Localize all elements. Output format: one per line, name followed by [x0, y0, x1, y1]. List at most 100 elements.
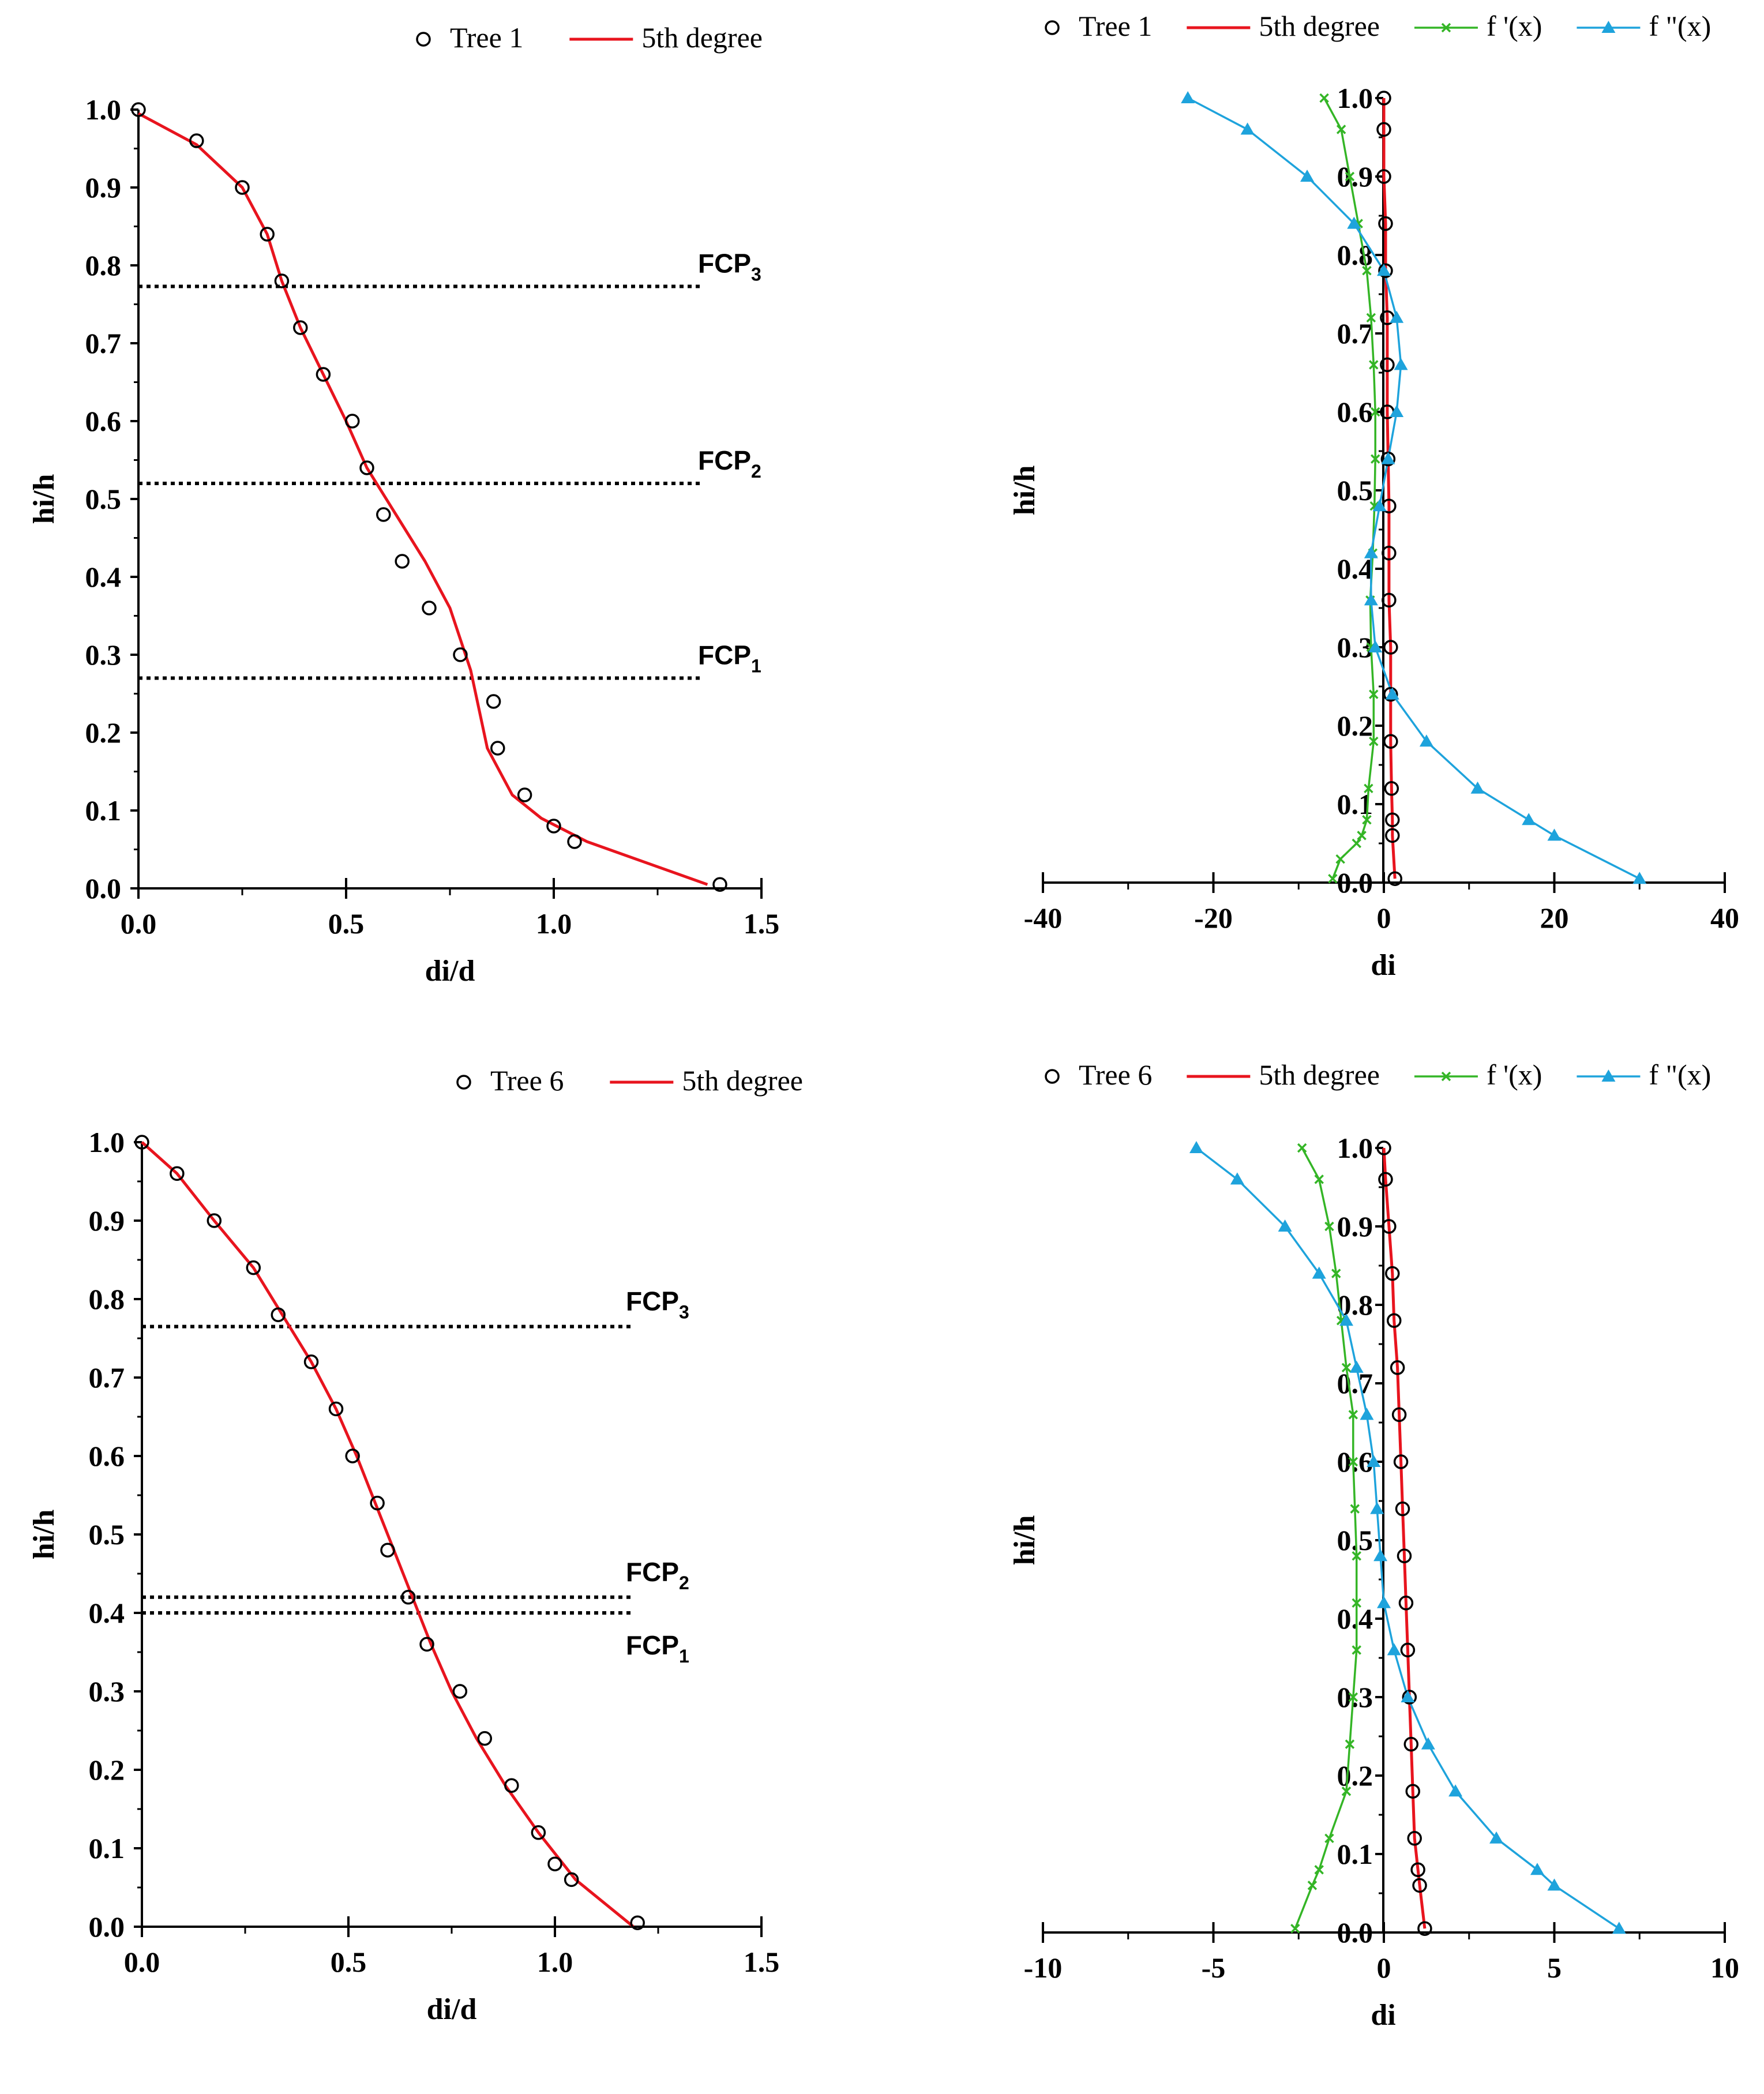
data-point	[419, 1637, 434, 1652]
y-tick-label: 0.9	[85, 171, 122, 204]
series-line-tri-marker	[1195, 1147, 1620, 1930]
y-tick-label: 0.3	[1337, 631, 1373, 663]
x-tick-label: 0	[1377, 1952, 1391, 1984]
data-point	[1367, 1455, 1381, 1467]
x-tick-label: 1.0	[537, 1946, 573, 1978]
data-point	[1407, 1831, 1422, 1846]
legend-entry: 5th degree	[569, 21, 763, 54]
y-tick-label: 0.2	[85, 716, 122, 749]
data-point	[1364, 593, 1378, 606]
legend-entry: Tree 1	[416, 21, 523, 54]
legend-label: Tree 6	[490, 1064, 564, 1097]
x-tick-label: 0.5	[328, 907, 365, 940]
data-point	[1385, 1266, 1400, 1281]
y-tick-label: 0.2	[89, 1754, 125, 1786]
data-point	[1377, 1596, 1391, 1608]
y-axis-label: hi/h	[1008, 466, 1041, 516]
x-tick-label: 20	[1540, 902, 1569, 934]
y-tick-label: 0.7	[1337, 317, 1373, 350]
data-point	[1376, 122, 1391, 137]
fcp-label: FCP2	[698, 445, 761, 482]
data-point	[293, 320, 308, 335]
y-tick-label: 0.1	[85, 794, 122, 827]
series-line-line	[1382, 1147, 1427, 1929]
data-point	[422, 601, 437, 616]
fcp-label: FCP1	[626, 1630, 689, 1667]
data-point	[401, 1590, 416, 1605]
legend-marker	[1441, 1071, 1451, 1082]
series-line-line	[137, 112, 708, 886]
fcp-label: FCP1	[698, 640, 761, 677]
y-tick-label: 1.0	[85, 93, 122, 126]
legend-entry: 5th degree	[610, 1064, 803, 1097]
fcp-label: FCP3	[698, 248, 761, 284]
data-point	[1314, 1864, 1324, 1875]
x-axis-label: di/d	[425, 955, 475, 988]
data-point	[1348, 1410, 1358, 1420]
legend-marker	[456, 1075, 471, 1090]
legend-entry: f "(x)	[1577, 1059, 1711, 1091]
legend-label: Tree 1	[1079, 10, 1152, 42]
legend-entry: Tree 6	[1045, 1059, 1152, 1091]
legend-label: 5th degree	[1259, 1059, 1380, 1091]
data-point	[1357, 831, 1367, 840]
data-point	[1377, 264, 1391, 276]
legend-marker	[1045, 20, 1060, 35]
y-tick-label: 0.7	[89, 1361, 125, 1394]
data-point	[1240, 122, 1255, 135]
data-point	[1384, 781, 1399, 796]
y-tick-label: 0.1	[89, 1832, 125, 1864]
legend-label: Tree 6	[1079, 1059, 1152, 1091]
y-tick-label: 0.5	[89, 1518, 125, 1551]
data-point	[303, 1354, 319, 1369]
x-tick-label: 1.0	[536, 907, 572, 940]
data-point	[517, 787, 532, 802]
data-point	[1376, 91, 1391, 106]
data-point	[712, 877, 727, 892]
data-point	[546, 819, 561, 834]
y-tick-label: 0.8	[1337, 1289, 1373, 1321]
data-point	[1352, 838, 1361, 849]
legend-label: 5th degree	[1259, 10, 1380, 42]
data-point	[1369, 360, 1379, 370]
y-axis-label: hi/h	[28, 1510, 61, 1560]
y-tick-label: 0.0	[1337, 1916, 1373, 1949]
data-point	[1382, 546, 1397, 561]
y-tick-label: 0.5	[1337, 474, 1373, 506]
data-point	[1391, 1407, 1407, 1423]
x-tick-label: 5	[1547, 1952, 1562, 1984]
x-axis-label: di	[1371, 1999, 1395, 2032]
legend-label: f '(x)	[1487, 1059, 1542, 1091]
data-point	[376, 507, 391, 522]
x-axis-label: di	[1371, 949, 1395, 982]
data-point	[260, 227, 275, 242]
legend-marker	[1045, 1069, 1060, 1084]
y-tick-label: 0.4	[85, 561, 122, 593]
data-point	[1341, 1786, 1352, 1796]
series-line-tri-marker	[1187, 97, 1641, 880]
y-tick-label: 1.0	[1337, 1132, 1373, 1164]
data-point	[1386, 1313, 1402, 1328]
y-tick-label: 0.4	[89, 1597, 125, 1629]
legend-marker	[1441, 22, 1451, 33]
legend-label: Tree 1	[450, 21, 523, 54]
data-point	[1370, 1502, 1384, 1514]
fcp-label: FCP2	[626, 1557, 689, 1593]
data-point	[1189, 1141, 1203, 1153]
data-point	[134, 1135, 149, 1150]
data-point	[1345, 171, 1355, 182]
data-point	[1401, 1690, 1415, 1702]
x-tick-label: -5	[1202, 1952, 1226, 1984]
data-point	[1348, 1457, 1358, 1467]
fcp-label: FCP3	[626, 1286, 689, 1323]
data-point	[1378, 263, 1393, 278]
data-point	[1547, 828, 1562, 841]
data-point	[1372, 499, 1387, 512]
data-point	[1419, 734, 1433, 747]
legend-label: f "(x)	[1649, 1059, 1711, 1091]
data-point	[1366, 313, 1376, 323]
data-point	[1412, 1878, 1427, 1893]
y-tick-label: 0.2	[1337, 710, 1373, 742]
data-point	[504, 1778, 519, 1793]
data-point	[1470, 781, 1485, 794]
